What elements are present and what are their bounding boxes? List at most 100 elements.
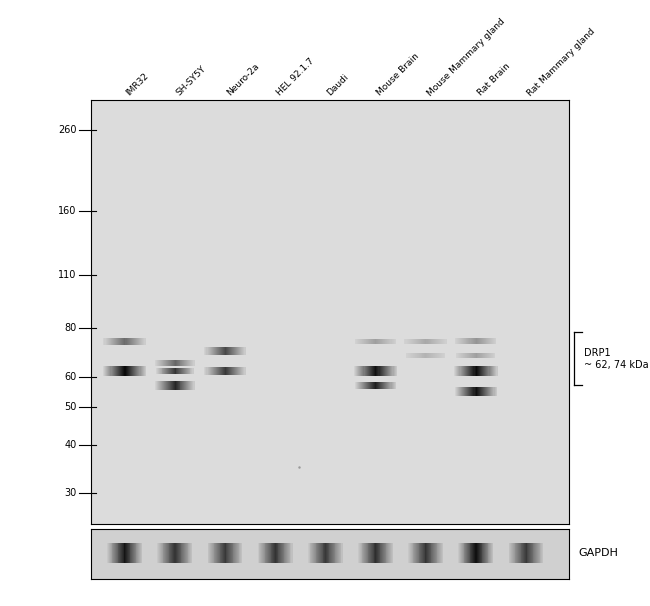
Bar: [442, 543, 443, 563]
Bar: [118, 543, 119, 563]
Bar: [469, 366, 471, 376]
Bar: [125, 366, 127, 376]
Bar: [363, 367, 365, 376]
Bar: [243, 367, 244, 375]
Bar: [168, 381, 169, 390]
Bar: [337, 543, 339, 563]
Bar: [364, 339, 365, 344]
Bar: [173, 543, 174, 563]
Bar: [178, 543, 179, 563]
Bar: [235, 543, 237, 563]
Bar: [461, 366, 462, 376]
Bar: [464, 353, 465, 358]
Bar: [161, 381, 162, 390]
Bar: [491, 353, 492, 358]
Bar: [166, 381, 167, 390]
Bar: [181, 368, 183, 374]
Bar: [424, 543, 425, 563]
Bar: [374, 382, 376, 389]
Bar: [277, 543, 278, 563]
Bar: [162, 543, 163, 563]
Bar: [387, 382, 389, 389]
Bar: [473, 387, 474, 396]
Bar: [225, 367, 226, 375]
Bar: [415, 353, 416, 358]
Bar: [438, 353, 439, 358]
Bar: [460, 366, 461, 376]
Bar: [511, 543, 512, 563]
Bar: [456, 338, 458, 344]
Bar: [179, 360, 180, 367]
Bar: [239, 543, 240, 563]
Bar: [170, 381, 171, 390]
Bar: [456, 387, 457, 396]
Bar: [231, 543, 233, 563]
Bar: [481, 387, 482, 396]
Bar: [473, 543, 474, 563]
Bar: [521, 543, 522, 563]
Bar: [387, 382, 388, 389]
Bar: [406, 353, 408, 358]
Bar: [469, 338, 470, 344]
Bar: [473, 366, 474, 376]
Bar: [174, 381, 175, 390]
Bar: [388, 367, 390, 376]
Bar: [159, 543, 161, 563]
Bar: [456, 366, 458, 376]
Bar: [473, 353, 474, 358]
Bar: [537, 543, 538, 563]
Bar: [136, 338, 138, 345]
Bar: [124, 543, 125, 563]
Bar: [131, 338, 133, 345]
Bar: [440, 339, 441, 344]
Bar: [212, 543, 213, 563]
Bar: [285, 543, 286, 563]
Bar: [242, 367, 244, 375]
Bar: [144, 338, 146, 345]
Bar: [131, 366, 133, 376]
Bar: [187, 543, 188, 563]
Bar: [127, 366, 129, 376]
Bar: [458, 353, 459, 358]
Bar: [439, 353, 441, 358]
Bar: [413, 353, 415, 358]
Bar: [404, 339, 406, 344]
Bar: [163, 360, 164, 367]
Bar: [410, 543, 411, 563]
Bar: [458, 338, 459, 344]
Bar: [478, 353, 479, 358]
Bar: [385, 367, 387, 376]
Bar: [162, 368, 163, 374]
Bar: [492, 338, 493, 344]
Bar: [142, 366, 143, 376]
Bar: [229, 347, 230, 355]
Bar: [463, 543, 464, 563]
Bar: [244, 367, 246, 375]
Bar: [432, 353, 434, 358]
Bar: [222, 543, 224, 563]
Bar: [372, 339, 374, 344]
Bar: [361, 339, 363, 344]
Bar: [469, 543, 471, 563]
Bar: [488, 353, 489, 358]
Bar: [384, 339, 386, 344]
Bar: [237, 367, 239, 375]
Bar: [471, 338, 473, 344]
Bar: [512, 543, 514, 563]
Bar: [375, 367, 377, 376]
Bar: [370, 382, 372, 389]
Bar: [263, 543, 265, 563]
Bar: [267, 543, 268, 563]
Bar: [238, 347, 239, 355]
Bar: [160, 381, 161, 390]
Bar: [428, 543, 430, 563]
Bar: [159, 368, 160, 374]
Bar: [134, 366, 136, 376]
Bar: [216, 543, 218, 563]
Bar: [372, 382, 374, 389]
Bar: [361, 367, 363, 376]
Bar: [291, 543, 292, 563]
Bar: [214, 347, 216, 355]
Bar: [525, 543, 526, 563]
Bar: [167, 381, 168, 390]
